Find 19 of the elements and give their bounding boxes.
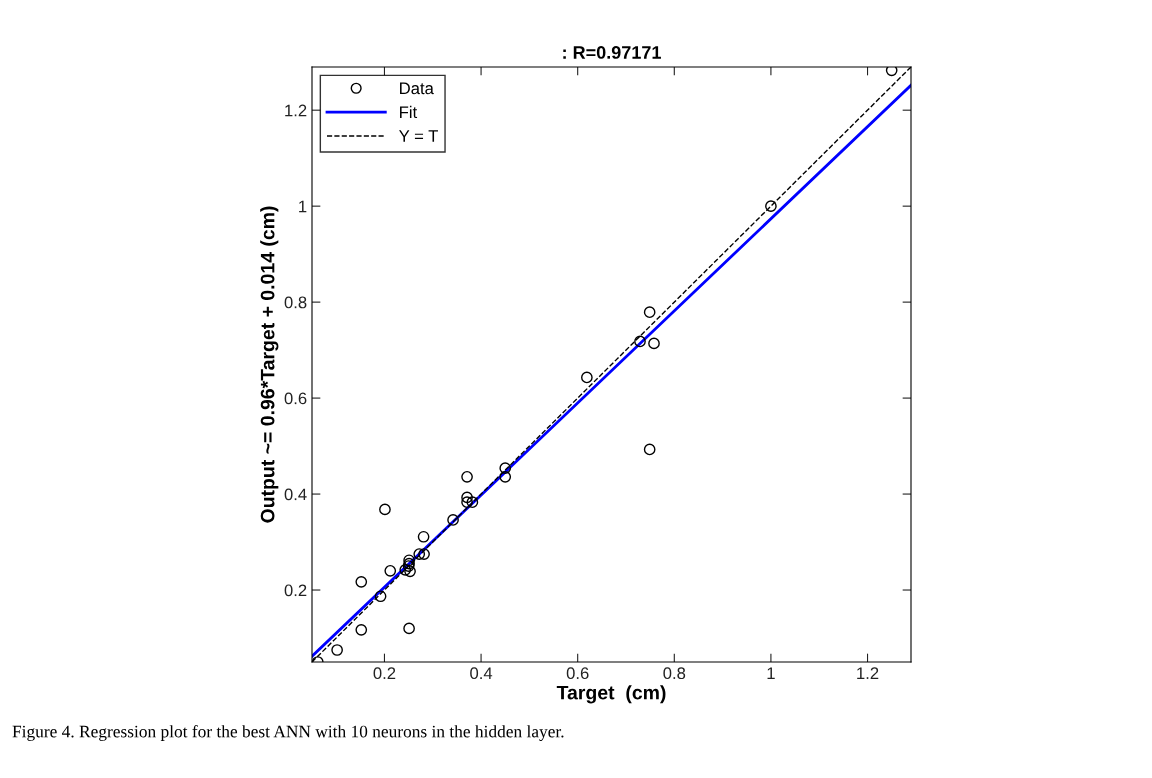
y-tick-label: 0.6 bbox=[284, 392, 307, 405]
caption: Figure 4. Regression plot for the best ANN with 10 neurons in the hidden layer. bbox=[12, 725, 564, 741]
legend-label: Y = T bbox=[399, 130, 438, 142]
x-axis-title: Target (cm) bbox=[556, 685, 666, 704]
legend-label: Data bbox=[400, 82, 434, 95]
y-axis-title: Output ~= 0.96*Target + 0.014 (cm) bbox=[260, 206, 279, 523]
x-tick-label: 0.2 bbox=[373, 667, 396, 680]
y-tick-label: 0.4 bbox=[284, 488, 307, 501]
chart-title: : R=0.97171 bbox=[563, 46, 661, 59]
y-tick-label: 0.2 bbox=[284, 584, 307, 597]
legend-label: Fit bbox=[400, 105, 418, 119]
y-tick-label: 1.2 bbox=[285, 104, 307, 117]
x-tick-label: 0.6 bbox=[566, 667, 589, 680]
x-tick-label: 0.8 bbox=[663, 667, 686, 680]
y-tick-label: 0.8 bbox=[284, 296, 307, 309]
y-tick-label: 1 bbox=[299, 200, 307, 213]
x-tick-label: 0.4 bbox=[470, 667, 493, 680]
x-tick-label: 1.2 bbox=[857, 667, 879, 679]
x-tick-label: 1 bbox=[767, 667, 775, 679]
